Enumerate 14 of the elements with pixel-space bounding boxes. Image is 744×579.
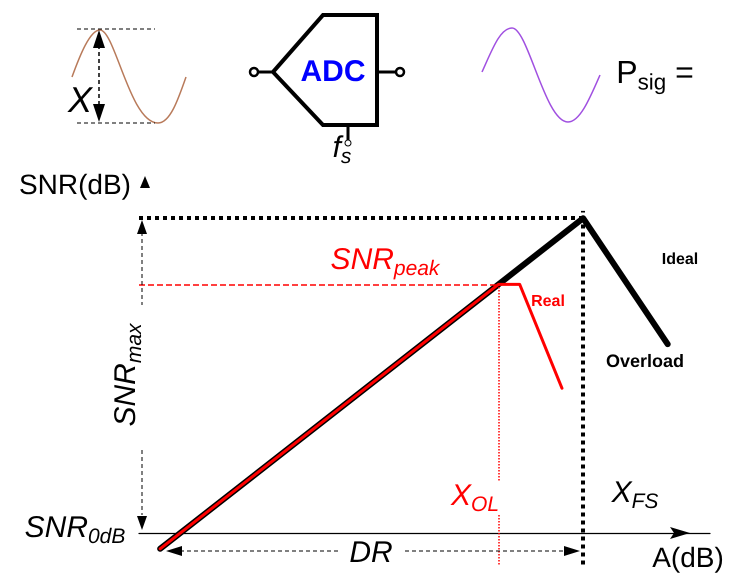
text: f$_{s}$ [332,130,352,168]
text: SNR$_{0dB}$ [24,510,126,548]
series-label: Real [531,293,565,310]
text: ADC [300,55,366,88]
text: P$_{sig}$ = [616,54,694,95]
text: X$_{OL}$ [450,478,500,516]
ref-line-label: SNR$_{peak}$ [328,242,442,280]
annotation: Overload [606,351,684,371]
text: X$_{FS}$ [612,476,658,514]
text: Ideal [662,251,698,268]
y-axis-title: SNR(dB) [18,169,132,200]
text: X [68,79,92,120]
annotation: DR [349,536,393,569]
x-axis-title: A(dB) [652,542,724,573]
